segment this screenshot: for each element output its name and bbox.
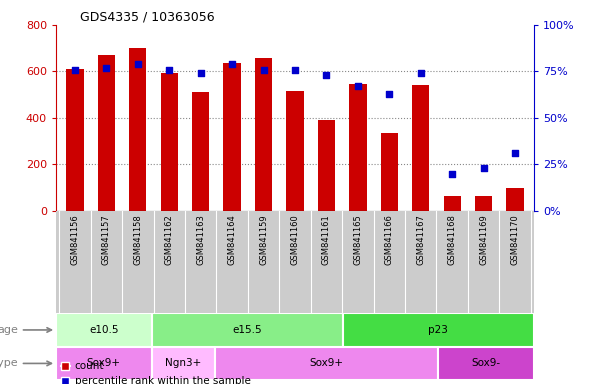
Legend: count, percentile rank within the sample: count, percentile rank within the sample: [61, 361, 251, 384]
Point: [196, 70, 205, 76]
Point: [259, 66, 268, 73]
Point: [385, 91, 394, 97]
Bar: [66, 69, 84, 211]
Text: Ngn3+: Ngn3+: [165, 358, 202, 368]
Bar: [215, 347, 438, 380]
Text: GSM841158: GSM841158: [133, 214, 142, 265]
Point: [165, 66, 174, 73]
Point: [290, 66, 300, 73]
Text: GSM841166: GSM841166: [385, 214, 394, 265]
Bar: [412, 85, 430, 211]
Text: age: age: [0, 325, 51, 335]
Bar: [318, 120, 335, 211]
Bar: [56, 313, 152, 347]
Bar: [98, 55, 115, 211]
Bar: [152, 313, 343, 347]
Bar: [192, 93, 209, 211]
Text: GSM841169: GSM841169: [479, 214, 488, 265]
Point: [227, 61, 237, 67]
Text: GSM841164: GSM841164: [228, 214, 237, 265]
Text: GDS4335 / 10363056: GDS4335 / 10363056: [80, 11, 215, 24]
Bar: [438, 347, 534, 380]
Text: GSM841163: GSM841163: [196, 214, 205, 265]
Bar: [475, 196, 492, 211]
Bar: [343, 313, 534, 347]
Point: [101, 65, 111, 71]
Text: e15.5: e15.5: [232, 325, 262, 335]
Text: GSM841167: GSM841167: [417, 214, 425, 265]
Bar: [224, 63, 241, 211]
Bar: [56, 347, 152, 380]
Text: GSM841157: GSM841157: [102, 214, 111, 265]
Point: [322, 72, 331, 78]
Text: GSM841156: GSM841156: [70, 214, 80, 265]
Text: Sox9+: Sox9+: [87, 358, 121, 368]
Text: Sox9-: Sox9-: [471, 358, 501, 368]
Bar: [286, 91, 304, 211]
Text: GSM841159: GSM841159: [259, 214, 268, 265]
Bar: [160, 73, 178, 211]
Bar: [506, 188, 524, 211]
Bar: [444, 196, 461, 211]
Bar: [349, 84, 366, 211]
Bar: [129, 48, 146, 211]
Text: GSM841161: GSM841161: [322, 214, 331, 265]
Point: [353, 83, 363, 89]
Text: GSM841165: GSM841165: [353, 214, 362, 265]
Text: GSM841162: GSM841162: [165, 214, 173, 265]
Bar: [152, 347, 215, 380]
Text: e10.5: e10.5: [89, 325, 119, 335]
Point: [479, 165, 489, 171]
Text: GSM841170: GSM841170: [510, 214, 520, 265]
Text: p23: p23: [428, 325, 448, 335]
Point: [133, 61, 143, 67]
Point: [70, 66, 80, 73]
Text: Sox9+: Sox9+: [310, 358, 344, 368]
Text: GSM841168: GSM841168: [448, 214, 457, 265]
Point: [510, 150, 520, 156]
Text: cell type: cell type: [0, 358, 51, 368]
Text: GSM841160: GSM841160: [290, 214, 300, 265]
Bar: [255, 58, 272, 211]
Point: [416, 70, 425, 76]
Point: [447, 170, 457, 177]
Bar: [381, 133, 398, 211]
